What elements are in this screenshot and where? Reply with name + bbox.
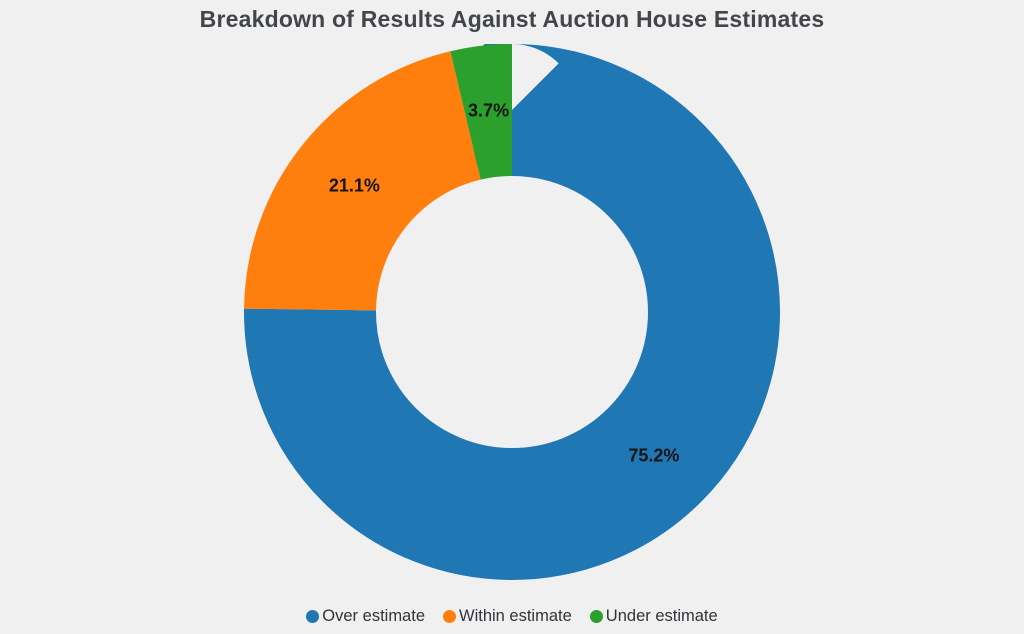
legend-item-over-estimate[interactable]: Over estimate [306, 607, 425, 626]
legend-item-under-estimate[interactable]: Under estimate [589, 607, 718, 626]
legend-label: Under estimate [605, 607, 718, 625]
chart-title: Breakdown of Results Against Auction Hou… [199, 6, 825, 32]
legend-item-within-estimate[interactable]: Within estimate [443, 607, 572, 626]
slice-under-estimate [244, 44, 780, 580]
legend-dot-icon [443, 610, 456, 623]
legend-dot-icon [589, 610, 603, 623]
legend-label: Within estimate [459, 607, 572, 625]
slice-label-over-estimate: 75.2% [628, 445, 680, 466]
slice-label-within-estimate: 21.1% [328, 175, 380, 196]
legend-dot-icon [306, 610, 320, 623]
legend: Over estimate Within estimate Under estima… [0, 607, 1024, 626]
slice-label-under-estimate: 3.7% [468, 100, 510, 121]
legend-label: Over estimate [322, 607, 425, 625]
